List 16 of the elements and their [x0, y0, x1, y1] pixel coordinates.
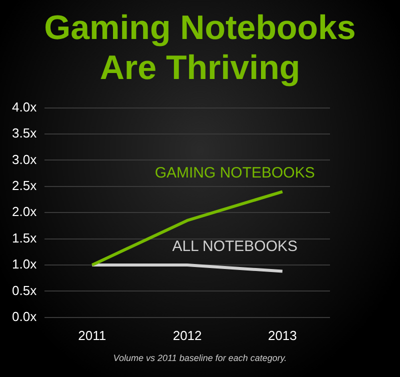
- x-tick-label: 2013: [268, 328, 297, 343]
- y-tick-label: 0.0x: [12, 308, 38, 324]
- text: Volume vs 2011 baseline for each category.: [112, 353, 288, 363]
- y-tick-label: 4.0x: [12, 99, 38, 114]
- y-tick-label: 2.5x: [12, 178, 38, 193]
- y-tick-label: 3.5x: [12, 126, 38, 141]
- x-tick-label: 2011: [78, 328, 106, 343]
- y-tick-label: 3.0x: [12, 152, 38, 167]
- x-tick-label: 2012: [172, 328, 202, 343]
- series-label: ALL NOTEBOOKS: [172, 238, 298, 255]
- y-tick-label: 2.0x: [12, 204, 38, 220]
- text: GAMING NOTEBOOKS: [154, 164, 315, 182]
- chart-title: Gaming Notebooks Are Thriving: [43, 8, 357, 89]
- y-tick-label: 0.5x: [12, 282, 38, 298]
- y-tick-label: 1.5x: [12, 230, 38, 246]
- y-tick-label: 1.0x: [12, 256, 38, 272]
